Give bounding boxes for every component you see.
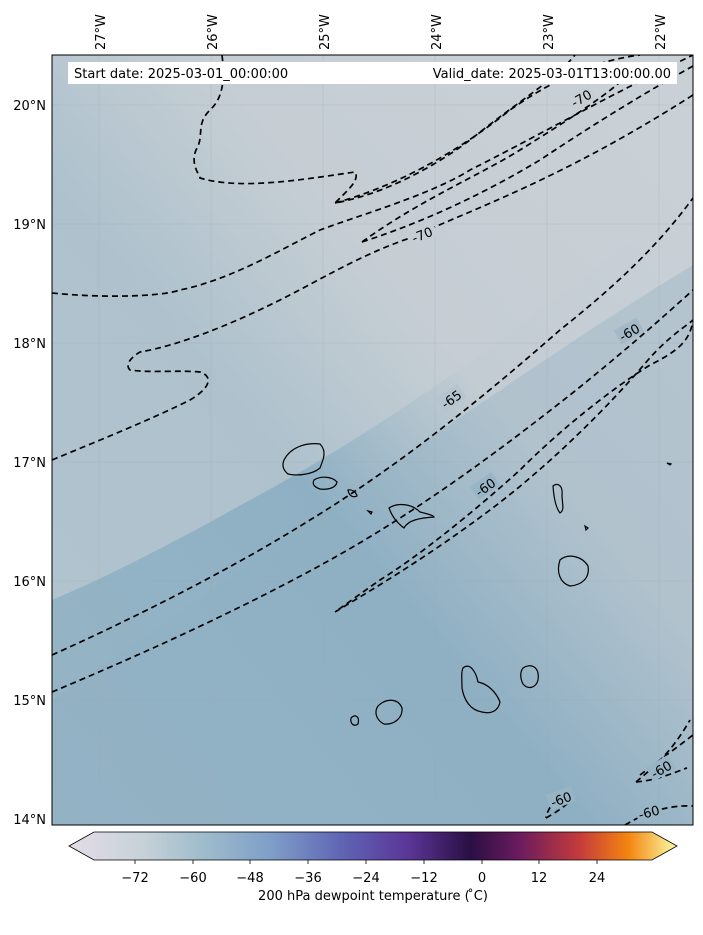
lat-tick-label: 18°N [13, 337, 46, 352]
map-panel: -70 -70 -65 -60 -60 -60 -60 -60 [52, 55, 693, 825]
colorbar-tick-label: 0 [478, 871, 486, 886]
islands [282, 443, 673, 726]
contour-minus70-lower [52, 94, 693, 461]
island-maio [520, 665, 539, 689]
contour-west-tongue [52, 55, 693, 297]
date-header-box [68, 62, 677, 84]
colorbar-tick-label: −24 [352, 871, 379, 886]
island-east-dot2 [584, 524, 589, 532]
contour-label-group: -70 -70 -65 -60 -60 -60 -60 -60 [407, 83, 677, 824]
colorbar-tick-label: −72 [121, 871, 148, 886]
lat-tick-label: 16°N [13, 575, 46, 590]
lat-tick-label: 19°N [13, 218, 46, 233]
map-frame [51, 54, 694, 826]
lon-tick-label: 22°W [654, 14, 669, 50]
dewpoint-band-dark [52, 265, 693, 825]
contour-label: -60 [549, 790, 574, 811]
contour-label: -60 [637, 804, 661, 824]
gridlines [52, 55, 693, 825]
island-east-dot [666, 462, 673, 466]
contour-minus65 [52, 197, 693, 656]
contour-minus70-c [361, 81, 621, 243]
island-santa-luzia [347, 489, 358, 498]
contour-minus60-loop [334, 318, 693, 613]
colorbar-body [68, 831, 678, 861]
lon-tick-label: 27°W [94, 14, 109, 50]
island-brava [350, 715, 360, 726]
island-santiago [461, 665, 501, 714]
contour-label: -70 [410, 225, 435, 247]
lat-tick-label: 14°N [13, 813, 46, 828]
island-sao-vicente [312, 476, 338, 490]
colorbar-label: 200 hPa dewpoint temperature ( ̊C) [258, 888, 488, 904]
lon-tick-label: 23°W [542, 14, 557, 50]
island-fogo [375, 699, 403, 725]
contour-minus70-b [361, 65, 693, 243]
colorbar-tick-label: 12 [531, 871, 548, 886]
colorbar-tick-label: −48 [236, 871, 263, 886]
island-sao-nicolau [388, 503, 435, 529]
island-small-dot [366, 509, 373, 516]
island-santo-antao [282, 443, 325, 476]
valid-date: Valid_date: 2025-03-01T13:00:00.00 [433, 67, 671, 82]
lat-tick-label: 20°N [13, 99, 46, 114]
colorbar-tick-label: −60 [179, 871, 206, 886]
colorbar-tick-label: −12 [410, 871, 437, 886]
island-boa-vista [557, 555, 589, 587]
contour-upper-loop [193, 55, 576, 205]
colorbar-tick-label: 24 [589, 871, 606, 886]
lon-axis: 27°W 26°W 25°W 24°W 23°W 22°W [94, 14, 669, 50]
dewpoint-band-light [52, 55, 693, 600]
lat-tick-label: 17°N [13, 456, 46, 471]
island-sal [552, 483, 564, 514]
lat-tick-label: 15°N [13, 694, 46, 709]
lat-axis: 20°N 19°N 18°N 17°N 16°N 15°N 14°N [13, 99, 46, 828]
lon-tick-label: 25°W [318, 14, 333, 50]
lon-tick-label: 26°W [206, 14, 221, 50]
start-date: Start date: 2025-03-01_00:00:00 [74, 67, 288, 82]
lon-tick-label: 24°W [430, 14, 445, 50]
colorbar-ticks [134, 860, 598, 864]
colorbar: −72 −60 −48 −36 −24 −12 0 12 24 200 hPa … [68, 831, 678, 904]
colorbar-tick-label: −36 [294, 871, 321, 886]
